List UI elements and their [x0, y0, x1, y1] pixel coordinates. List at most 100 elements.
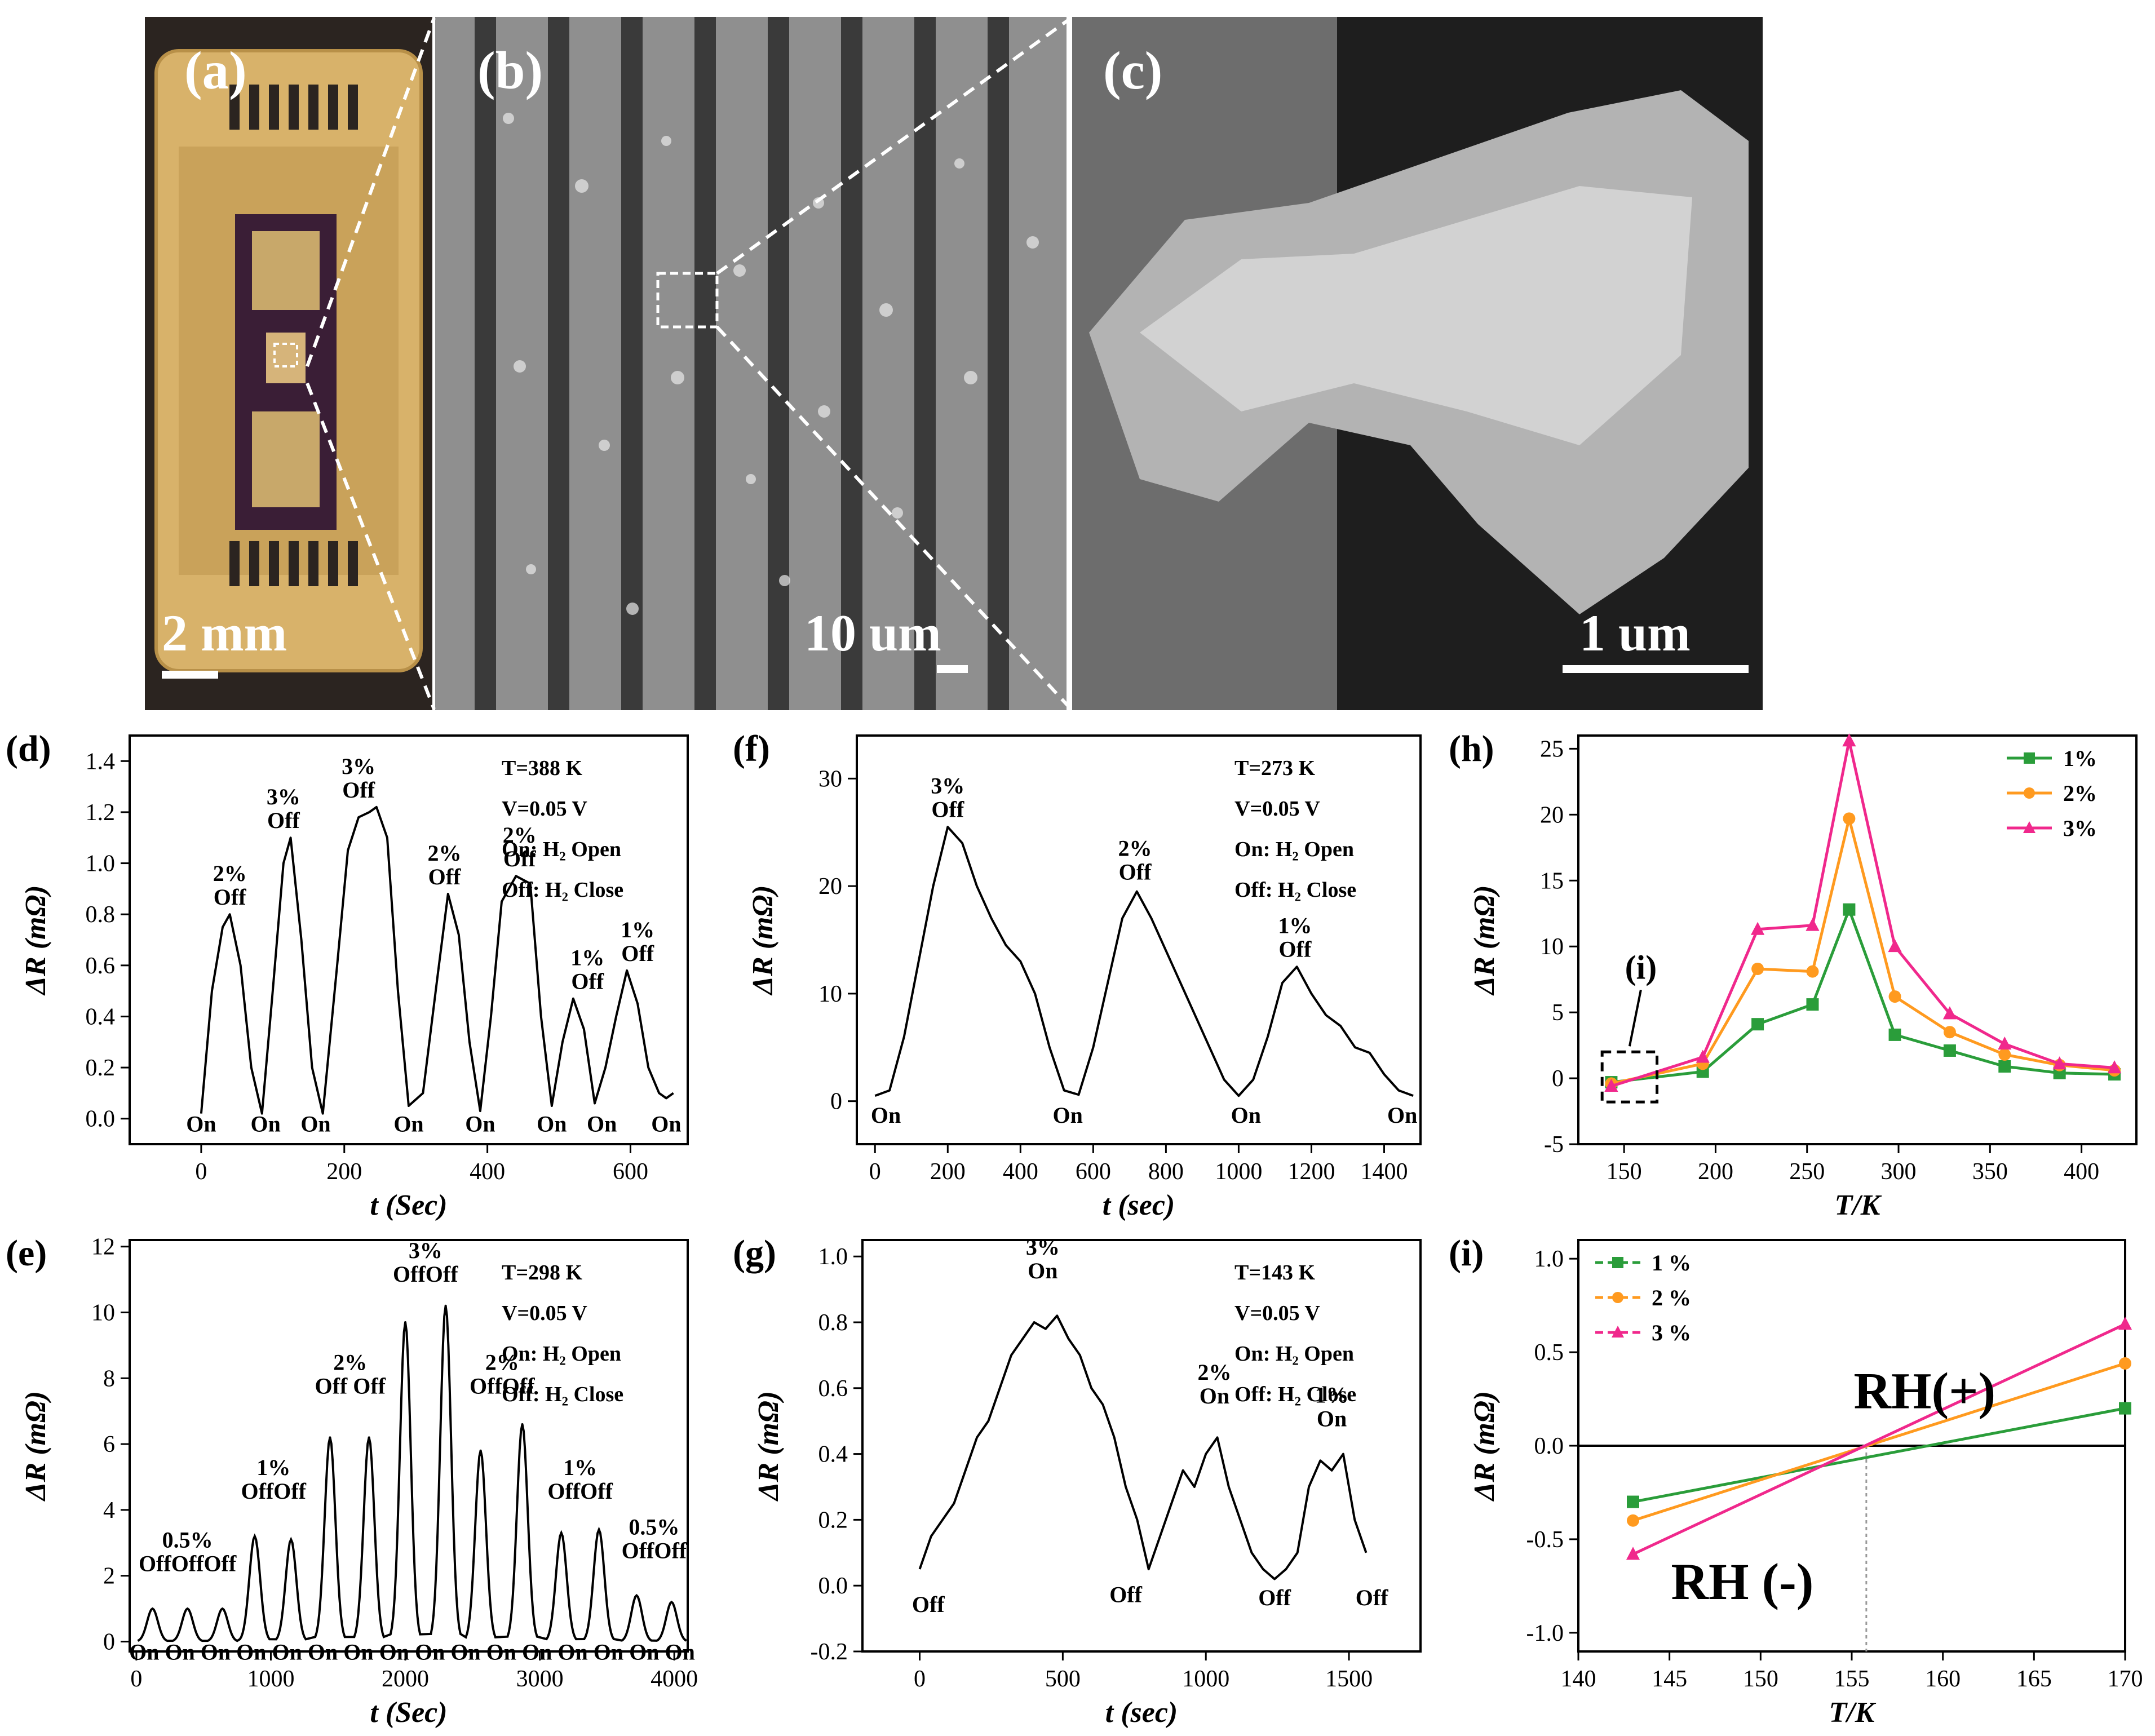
annotation: 1%: [256, 1455, 290, 1480]
x-tick-label: 0: [914, 1666, 926, 1692]
x-tick-label: 1200: [1287, 1159, 1335, 1185]
chart-g: 0 500 1000 1500 -0.2 0.0 0.2 0.4 0.6 0.8 1.0 t (sec…: [733, 1233, 1422, 1729]
x-tick-label: 600: [1076, 1159, 1111, 1185]
x-tick-label: 0: [195, 1159, 207, 1185]
data-point: [1751, 1018, 1764, 1031]
x-axis-label: t (sec): [1105, 1697, 1178, 1729]
data-point: [2119, 1357, 2131, 1370]
series-line: [1610, 739, 2115, 1088]
legend-marker: [2024, 752, 2035, 764]
x-tick-label: 1400: [1360, 1159, 1408, 1185]
panel-label-f: (f): [733, 728, 770, 769]
data-point: [2052, 1056, 2067, 1070]
annotation: On: [1387, 1102, 1417, 1128]
x-tick-label: 0: [130, 1666, 142, 1692]
annotation: 2%: [213, 861, 247, 886]
info-text: Off: H₂ Close: [1234, 1383, 1356, 1406]
y-axis-label: ΔR (mΩ): [20, 1391, 52, 1502]
data-point: [1888, 990, 1901, 1003]
annotation: 1%: [1315, 1383, 1349, 1408]
data-point: [2118, 1317, 2132, 1330]
x-tick-label: 1000: [1182, 1666, 1229, 1692]
chart-h: 150 200 250 300 350 400 -5 0 5 10 15 20 25 T/K ΔR (mΩ)…: [1449, 728, 2138, 1221]
annotation: OffOff: [393, 1261, 458, 1287]
annotation: OffOff: [470, 1373, 535, 1398]
data-point: [1751, 962, 1764, 975]
data-point: [1843, 903, 1856, 916]
info-text: V=0.05 V: [502, 1301, 587, 1325]
y-tick-label: 8: [103, 1366, 115, 1392]
data-point: [1750, 922, 1765, 935]
annotation: On: [651, 1111, 681, 1136]
annotation: Off: [1109, 1582, 1142, 1607]
data-point: [1806, 998, 1819, 1011]
x-tick-label: 2000: [382, 1666, 429, 1692]
y-tick-label: 20: [1540, 802, 1564, 828]
info-text: On: H₂ Open: [502, 1342, 621, 1366]
y-tick-label: 0: [1552, 1066, 1564, 1092]
legend-label: 1 %: [1652, 1250, 1691, 1276]
annotation: Off: [214, 884, 246, 910]
y-axis-label: ΔR (mΩ): [1468, 885, 1501, 995]
data-point: [1842, 733, 1856, 747]
y-tick-label: 0.2: [818, 1507, 848, 1533]
x-tick-label: 4000: [651, 1666, 698, 1692]
panel-label-h: (h): [1449, 728, 1494, 769]
annotation: OffOff: [547, 1478, 613, 1504]
x-tick-label: 165: [2016, 1666, 2052, 1692]
y-tick-label: -0.2: [811, 1639, 848, 1665]
sem-dendrite-image: [1072, 17, 1763, 710]
y-tick-label: 0.0: [1534, 1433, 1564, 1459]
annotation: On: [1231, 1102, 1261, 1128]
data-point: [1942, 1006, 1957, 1020]
annotation: On: [1317, 1406, 1347, 1432]
y-tick-label: 0.8: [86, 902, 116, 928]
x-tick-label: 170: [2108, 1666, 2143, 1692]
series-line: [1632, 1323, 2126, 1556]
annotation: On: [250, 1111, 280, 1136]
inset-arrow: [1628, 989, 1642, 1047]
annotation: Off: [267, 808, 300, 833]
annotation: On: [1200, 1383, 1229, 1409]
y-tick-label: -0.5: [1526, 1527, 1564, 1553]
annotation: 0.5%: [629, 1514, 679, 1539]
x-tick-label: 300: [1881, 1159, 1917, 1185]
annotation: On: [871, 1102, 901, 1128]
series-line: [1611, 908, 2115, 1084]
annotation: 3%: [931, 773, 964, 799]
info-text: On: H₂ Open: [1234, 838, 1354, 861]
device-photo: [145, 17, 432, 710]
panel-label-b: (b): [477, 41, 543, 100]
x-tick-label: 1000: [1215, 1159, 1262, 1185]
annotation: Off: [571, 969, 604, 994]
panel-label-a: (a): [184, 41, 247, 100]
chart-d: 0 200 400 600 0.0 0.2 0.4 0.6 0.8 1.0 1.2 1.4 t (Sec…: [6, 728, 689, 1221]
x-tick-label: 400: [2064, 1159, 2099, 1185]
annotation: 1%: [570, 945, 604, 971]
data-point: [2119, 1402, 2131, 1415]
y-tick-label: 30: [818, 766, 842, 792]
x-axis-label: T/K: [1829, 1697, 1877, 1729]
panel-label-i: (i): [1449, 1233, 1484, 1274]
y-tick-label: 10: [91, 1300, 115, 1326]
x-tick-label: 140: [1561, 1666, 1596, 1692]
annotation: 2%: [1118, 835, 1152, 861]
annotation: OffOff: [241, 1478, 306, 1504]
legend-label: 3%: [2063, 816, 2097, 841]
legend-label: 2 %: [1652, 1285, 1691, 1310]
annotation: 0.5%: [162, 1527, 213, 1553]
panel-label-c: (c): [1103, 41, 1163, 100]
y-tick-label: 12: [91, 1234, 115, 1260]
x-tick-label: 350: [1972, 1159, 2008, 1185]
info-text: V=0.05 V: [1234, 1301, 1320, 1325]
data-point: [1843, 812, 1856, 825]
info-text: Off: H₂ Close: [1234, 878, 1356, 902]
x-tick-label: 500: [1045, 1666, 1081, 1692]
series-line: [1632, 1362, 2126, 1522]
annotation: 3%: [1026, 1234, 1060, 1260]
inset-label: (i): [1625, 949, 1657, 986]
data-point: [1627, 1495, 1639, 1508]
series-line: [918, 1314, 1368, 1580]
annotation: Off: [621, 941, 654, 966]
y-tick-label: 15: [1540, 868, 1564, 894]
